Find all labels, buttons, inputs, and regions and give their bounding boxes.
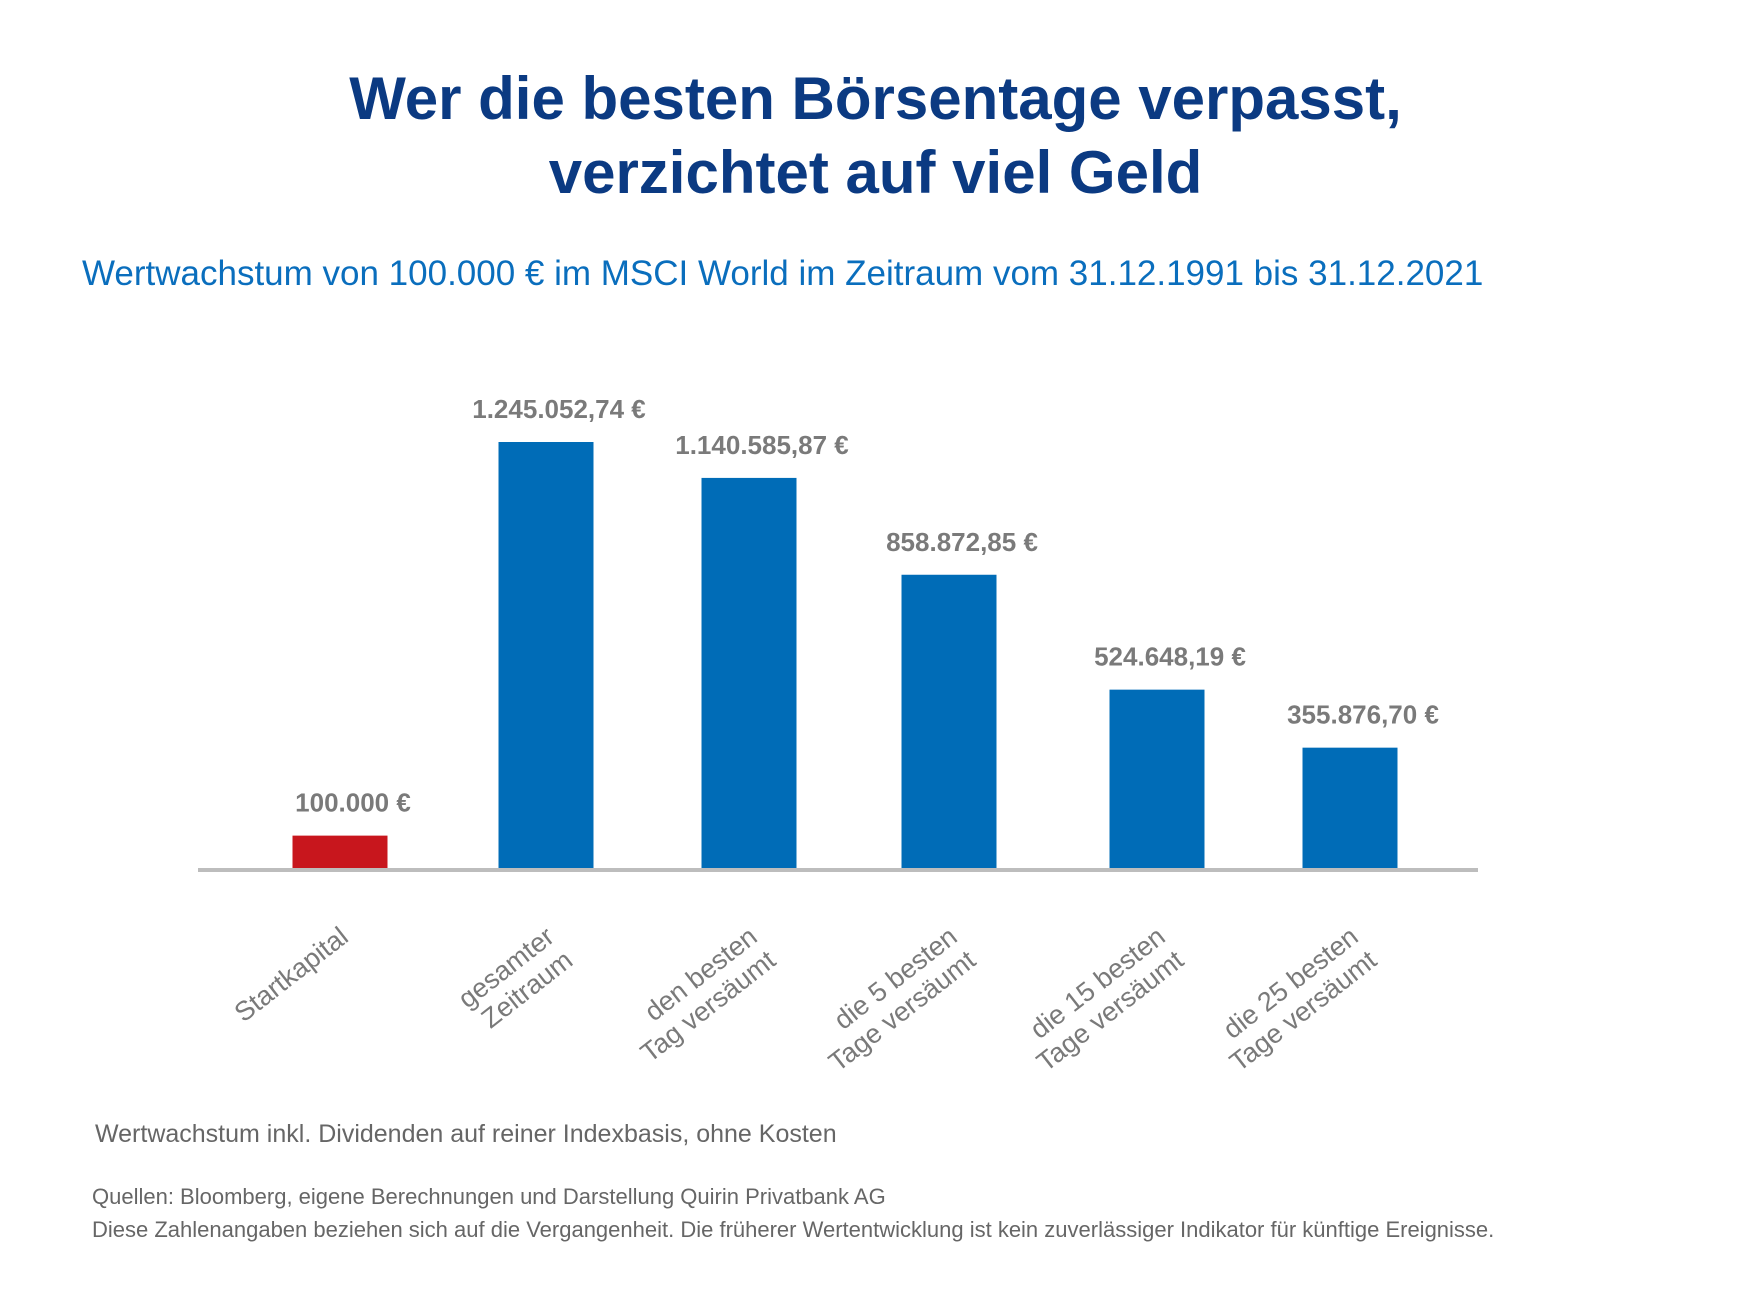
category-label-5: die 25 bestenTage versäumt [1206, 921, 1383, 1078]
bar-3 [901, 574, 997, 870]
category-label-line: Startkapital [229, 921, 354, 1028]
category-label-2: den bestenTag versäumt [617, 921, 782, 1068]
disclaimer-line: Diese Zahlenangaben beziehen sich auf di… [92, 1217, 1495, 1242]
chart-subtitle: Wertwachstum von 100.000 € im MSCI World… [82, 254, 1484, 293]
value-labels-group: 100.000 € 1.245.052,74 € 1.140.585,87 € 858… [295, 394, 1439, 818]
category-label-1: gesamterZeitraum [453, 921, 579, 1038]
sources-block: Quellen: Bloomberg, eigene Berechnungen … [92, 1180, 1494, 1246]
value-label-3: 858.872,85 € [886, 527, 1038, 557]
bar-4 [1109, 689, 1205, 870]
value-label-2: 1.140.585,87 € [675, 430, 849, 460]
value-label-0: 100.000 € [295, 788, 411, 818]
sources-line: Quellen: Bloomberg, eigene Berechnungen … [92, 1184, 886, 1209]
bar-1 [498, 442, 594, 870]
bar-0 [292, 835, 388, 870]
chart-title-line2: verzichtet auf viel Geld [548, 139, 1203, 206]
value-label-5: 355.876,70 € [1287, 700, 1439, 730]
footnote: Wertwachstum inkl. Dividenden auf reiner… [95, 1120, 837, 1148]
bar-5 [1302, 747, 1398, 870]
bars-group [292, 442, 1398, 870]
category-label-3: die 5 bestenTage versäumt [805, 921, 982, 1078]
chart-title-line1: Wer die besten Börsentage verpasst, [349, 65, 1402, 132]
bar-2 [701, 477, 797, 870]
category-labels-group: Startkapital gesamterZeitraum den bestenTa… [229, 921, 1383, 1078]
chart-title: Wer die besten Börsentage verpasst, verz… [0, 62, 1751, 210]
value-label-4: 524.648,19 € [1094, 642, 1246, 672]
value-label-1: 1.245.052,74 € [472, 394, 646, 424]
category-label-0: Startkapital [229, 921, 354, 1028]
category-label-4: die 15 bestenTage versäumt [1013, 921, 1190, 1078]
